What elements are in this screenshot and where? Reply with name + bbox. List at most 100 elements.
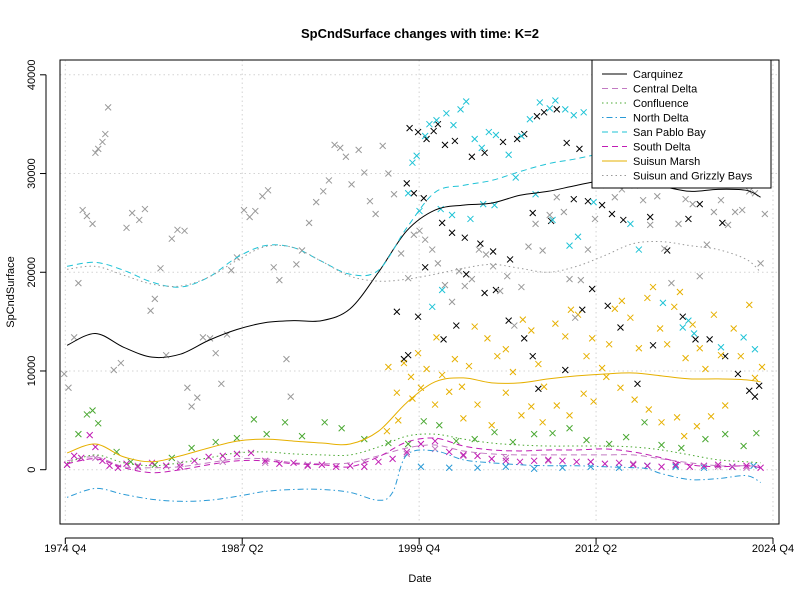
series-line-7	[67, 240, 761, 288]
point	[390, 190, 398, 198]
point	[634, 380, 641, 388]
point	[482, 251, 490, 258]
point	[441, 141, 449, 149]
point	[561, 366, 569, 374]
point	[757, 464, 764, 472]
point	[92, 443, 99, 451]
point	[403, 448, 411, 456]
series-line-0	[66, 179, 761, 359]
point	[717, 351, 725, 359]
point	[649, 283, 657, 291]
series-line-2	[66, 433, 761, 467]
point	[404, 189, 412, 197]
point	[263, 430, 270, 438]
point	[199, 334, 207, 341]
point	[445, 464, 453, 472]
point	[561, 333, 569, 340]
point	[92, 454, 99, 462]
point	[693, 422, 701, 430]
point	[321, 418, 329, 426]
point	[641, 418, 648, 426]
point	[503, 272, 511, 280]
point	[758, 363, 766, 371]
y-tick-label: 40000	[26, 60, 38, 91]
point	[658, 418, 665, 426]
point	[530, 430, 538, 438]
point	[717, 196, 725, 204]
point	[141, 205, 149, 213]
point	[336, 144, 344, 152]
series-line-5	[66, 437, 761, 474]
point	[346, 462, 354, 470]
point	[659, 299, 667, 307]
point	[510, 322, 518, 329]
point	[458, 383, 466, 391]
point	[184, 384, 191, 392]
point	[757, 260, 764, 267]
point	[493, 352, 501, 360]
point	[737, 352, 745, 360]
point	[413, 152, 421, 160]
point	[489, 248, 497, 255]
point	[403, 180, 411, 187]
point	[281, 418, 289, 426]
point	[570, 195, 578, 203]
point	[101, 130, 109, 138]
point	[342, 153, 350, 161]
point	[611, 193, 619, 201]
point	[293, 261, 300, 268]
point	[240, 206, 248, 214]
point	[385, 439, 392, 447]
point	[227, 266, 235, 274]
point	[462, 270, 470, 278]
point	[700, 462, 708, 470]
point	[60, 370, 68, 378]
point	[435, 421, 443, 429]
point	[552, 97, 559, 104]
point	[410, 189, 418, 197]
point	[477, 240, 484, 247]
point	[86, 431, 94, 439]
point	[438, 286, 446, 294]
point	[730, 325, 738, 332]
y-tick-label: 10000	[26, 356, 38, 387]
point	[393, 389, 401, 397]
point	[385, 363, 392, 371]
point	[423, 365, 430, 373]
point	[574, 233, 582, 241]
point	[518, 283, 525, 291]
point	[546, 105, 554, 112]
point	[481, 149, 488, 157]
point	[421, 263, 429, 271]
point	[702, 365, 709, 373]
point	[110, 366, 118, 374]
point	[83, 212, 91, 220]
point	[168, 235, 176, 243]
point	[619, 216, 627, 224]
legend-label-3: North Delta	[633, 113, 690, 125]
point	[590, 198, 597, 206]
y-tick-label: 0	[26, 467, 38, 473]
point	[656, 325, 664, 332]
legend: Carquinez Central Delta Confluence North De…	[591, 59, 772, 189]
point	[457, 106, 464, 113]
point	[731, 208, 739, 216]
point	[590, 398, 597, 405]
point	[434, 120, 442, 128]
point	[516, 458, 524, 466]
point	[689, 321, 697, 328]
point	[276, 276, 283, 284]
point	[502, 345, 510, 353]
point	[553, 402, 561, 409]
point	[481, 289, 488, 297]
point	[745, 301, 753, 309]
point	[615, 459, 623, 467]
point	[157, 264, 164, 272]
point	[431, 401, 439, 408]
point	[675, 220, 682, 228]
point	[430, 127, 438, 135]
point	[571, 314, 579, 322]
point	[646, 221, 654, 229]
legend-label-7: Suisun and Grizzly Bays	[633, 171, 753, 183]
